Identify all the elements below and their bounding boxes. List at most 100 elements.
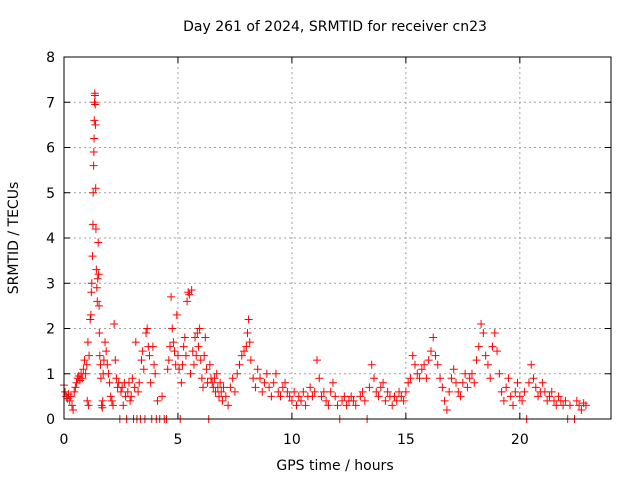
data-point — [467, 369, 476, 378]
data-point — [283, 387, 292, 396]
data-point — [333, 401, 342, 410]
data-point — [524, 378, 533, 387]
data-point — [299, 387, 308, 396]
data-point — [69, 405, 78, 414]
data-point — [151, 369, 160, 378]
y-tick-label: 7 — [46, 95, 55, 111]
data-point — [189, 360, 198, 369]
data-point — [119, 401, 128, 410]
data-point — [308, 392, 317, 401]
data-point — [226, 383, 235, 392]
data-point — [531, 383, 540, 392]
data-point — [461, 369, 470, 378]
data-point — [185, 290, 194, 299]
data-point — [458, 378, 467, 387]
data-point — [63, 394, 72, 403]
data-point — [465, 374, 474, 383]
data-point — [158, 392, 167, 401]
data-point — [126, 396, 135, 405]
data-point — [358, 387, 367, 396]
data-point — [502, 383, 511, 392]
data-point — [74, 372, 83, 381]
data-point — [94, 238, 103, 247]
data-point — [85, 351, 94, 360]
data-point — [199, 383, 208, 392]
y-axis-label: SRMTID / TECUs — [6, 182, 22, 295]
data-point — [90, 134, 99, 143]
data-point — [550, 396, 559, 405]
data-point — [262, 369, 271, 378]
data-point — [128, 374, 137, 383]
data-point — [135, 378, 144, 387]
data-point — [401, 387, 410, 396]
data-point — [75, 376, 84, 385]
data-point — [243, 329, 252, 338]
data-point — [169, 338, 178, 347]
tick-labels: 0 1 2 3 4 5 6 7 8 0 5 10 15 20 — [46, 50, 529, 448]
data-point — [192, 351, 201, 360]
data-point — [310, 387, 319, 396]
x-tick-label: 20 — [511, 432, 529, 448]
data-point — [101, 338, 110, 347]
data-point — [508, 401, 517, 410]
data-point — [260, 378, 269, 387]
data-point — [518, 396, 527, 405]
data-point — [83, 338, 92, 347]
y-tick-label: 0 — [46, 412, 55, 428]
data-point — [338, 396, 347, 405]
data-point — [107, 396, 116, 405]
data-points — [60, 89, 590, 423]
data-point — [488, 342, 497, 351]
data-point — [520, 387, 529, 396]
x-tick-label: 5 — [173, 432, 182, 448]
data-point — [538, 378, 547, 387]
data-point — [317, 392, 326, 401]
data-point — [276, 392, 285, 401]
data-point — [237, 351, 246, 360]
data-point — [440, 396, 449, 405]
data-point — [171, 360, 180, 369]
data-point — [294, 392, 303, 401]
data-point — [287, 396, 296, 405]
data-point — [497, 387, 506, 396]
data-point — [561, 396, 570, 405]
data-point — [95, 301, 104, 310]
data-point — [80, 356, 89, 365]
data-point — [429, 333, 438, 342]
data-point — [64, 390, 73, 399]
data-point — [415, 374, 424, 383]
data-point — [251, 383, 260, 392]
data-point — [490, 329, 499, 338]
data-point — [271, 369, 280, 378]
data-point — [552, 401, 561, 410]
data-point — [281, 378, 290, 387]
data-point — [110, 319, 119, 328]
data-point — [96, 360, 105, 369]
data-point — [253, 365, 262, 374]
data-point — [168, 324, 177, 333]
data-point — [86, 310, 95, 319]
data-point — [452, 378, 461, 387]
data-point — [381, 396, 390, 405]
data-point — [86, 315, 95, 324]
data-point — [499, 396, 508, 405]
data-point — [442, 405, 451, 414]
data-point — [547, 387, 556, 396]
data-point — [67, 401, 76, 410]
data-point — [449, 365, 458, 374]
data-point — [164, 356, 173, 365]
data-point — [424, 356, 433, 365]
data-point — [163, 365, 172, 374]
data-point — [397, 392, 406, 401]
x-tick-label: 15 — [397, 432, 415, 448]
data-point — [184, 288, 193, 297]
data-point — [142, 329, 151, 338]
data-point — [89, 188, 98, 197]
data-point — [145, 351, 154, 360]
data-point — [388, 401, 397, 410]
data-point — [342, 401, 351, 410]
data-point — [306, 383, 315, 392]
data-point — [438, 383, 447, 392]
data-point — [374, 392, 383, 401]
